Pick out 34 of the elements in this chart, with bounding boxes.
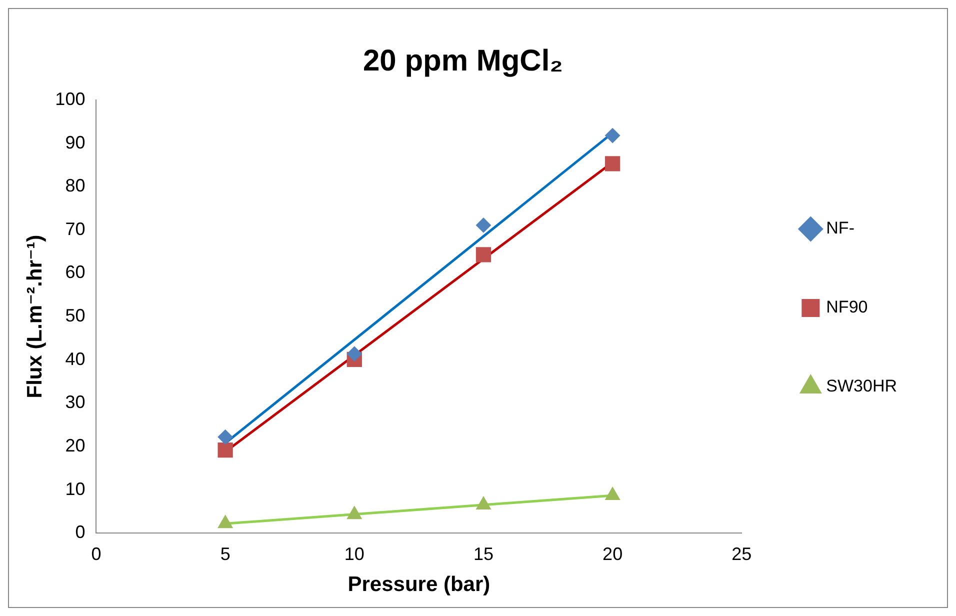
x-tick-label: 10: [344, 544, 364, 564]
legend-label: NF90: [826, 298, 868, 317]
point: [218, 515, 233, 528]
y-tick-label: 50: [65, 306, 86, 326]
point: [476, 218, 491, 233]
y-tick-label: 40: [65, 348, 86, 369]
chart-title: 20 ppm MgCl₂: [362, 44, 564, 78]
point: [605, 128, 620, 144]
point: [218, 430, 233, 445]
y-tick-label: 100: [55, 88, 86, 109]
point: [218, 442, 233, 458]
x-tick-label: 5: [220, 544, 230, 564]
legend-label: SW30HR: [826, 376, 898, 396]
x-tick-label: 15: [473, 544, 494, 564]
x-tick-label: 25: [732, 544, 752, 564]
legend-label: NF-: [826, 218, 854, 238]
point: [604, 156, 620, 172]
y-tick-label: 0: [75, 522, 86, 542]
y-tick-label: 80: [65, 176, 86, 196]
y-tick-label: 20: [65, 436, 86, 456]
y-tick-label: 10: [65, 478, 86, 499]
y-axis-title: Flux (L.m⁻².hr⁻¹): [23, 234, 46, 398]
x-tick-label: 20: [602, 544, 623, 564]
point: [476, 496, 491, 510]
point: [605, 487, 620, 500]
y-tick-label: 30: [65, 392, 86, 412]
point: [346, 346, 362, 362]
x-axis-title: Pressure (bar): [348, 573, 490, 596]
y-tick-label: 60: [65, 262, 86, 282]
x-tick-label: 0: [91, 544, 102, 564]
point: [346, 506, 362, 520]
y-tick-label: 70: [65, 218, 86, 239]
point: [476, 247, 492, 262]
y-tick-label: 90: [65, 132, 86, 152]
